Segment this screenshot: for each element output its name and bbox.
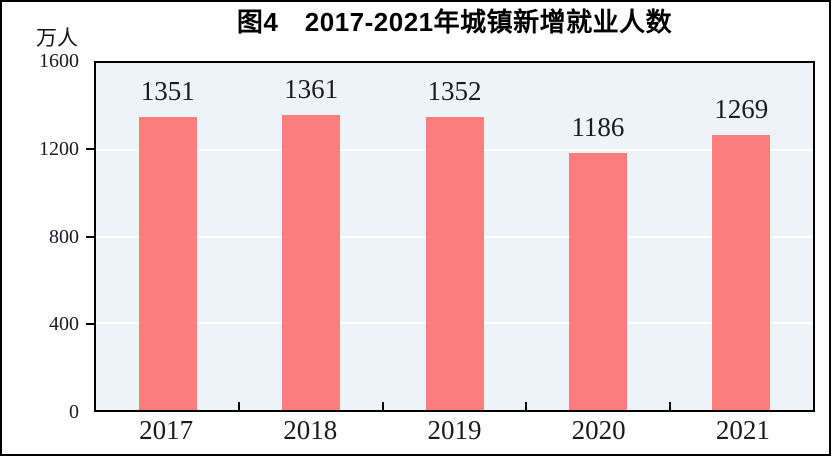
chart-title: 图4 2017-2021年城镇新增就业人数: [236, 7, 673, 37]
x-axis-label-2019: 2019: [427, 415, 482, 445]
y-tick-mark-1200: [86, 147, 94, 150]
x-axis-label-2017: 2017: [139, 415, 194, 445]
bar-value-label-2020: 1186: [571, 111, 625, 142]
y-tick-label-1200: 1200: [39, 137, 79, 160]
bar-value-label-2021: 1269: [714, 93, 769, 124]
bar-value-label-2018: 1361: [284, 73, 339, 104]
plot-area: 1351 1361 1352 1186 1269: [94, 61, 815, 412]
y-tick-label-800: 800: [49, 225, 79, 248]
y-tick-label-0: 0: [69, 401, 79, 423]
bar-2018: [282, 114, 341, 410]
x-axis-label-2020: 2020: [571, 415, 626, 445]
y-axis-unit-label: 万人: [36, 26, 78, 50]
bar-2019: [425, 116, 484, 410]
bar-2021: [712, 134, 771, 410]
x-axis-boundary-tick: [238, 402, 241, 410]
x-axis-boundary-tick: [381, 402, 384, 410]
bar-value-label-2019: 1352: [427, 75, 482, 106]
y-tick-label-400: 400: [49, 313, 79, 336]
bar-2020: [568, 152, 627, 410]
x-axis-label-2018: 2018: [283, 415, 338, 445]
x-axis-boundary-tick: [668, 402, 671, 410]
x-axis-labels: 2017 2018 2019 2020 2021: [94, 415, 815, 446]
y-tick-mark-800: [86, 235, 94, 238]
bar-2017: [138, 117, 197, 410]
x-axis-boundary-tick: [525, 402, 528, 410]
x-axis-label-2021: 2021: [715, 415, 770, 445]
y-tick-label-1600: 1600: [39, 50, 79, 72]
y-tick-mark-400: [86, 323, 94, 326]
bar-value-label-2017: 1351: [140, 76, 195, 107]
